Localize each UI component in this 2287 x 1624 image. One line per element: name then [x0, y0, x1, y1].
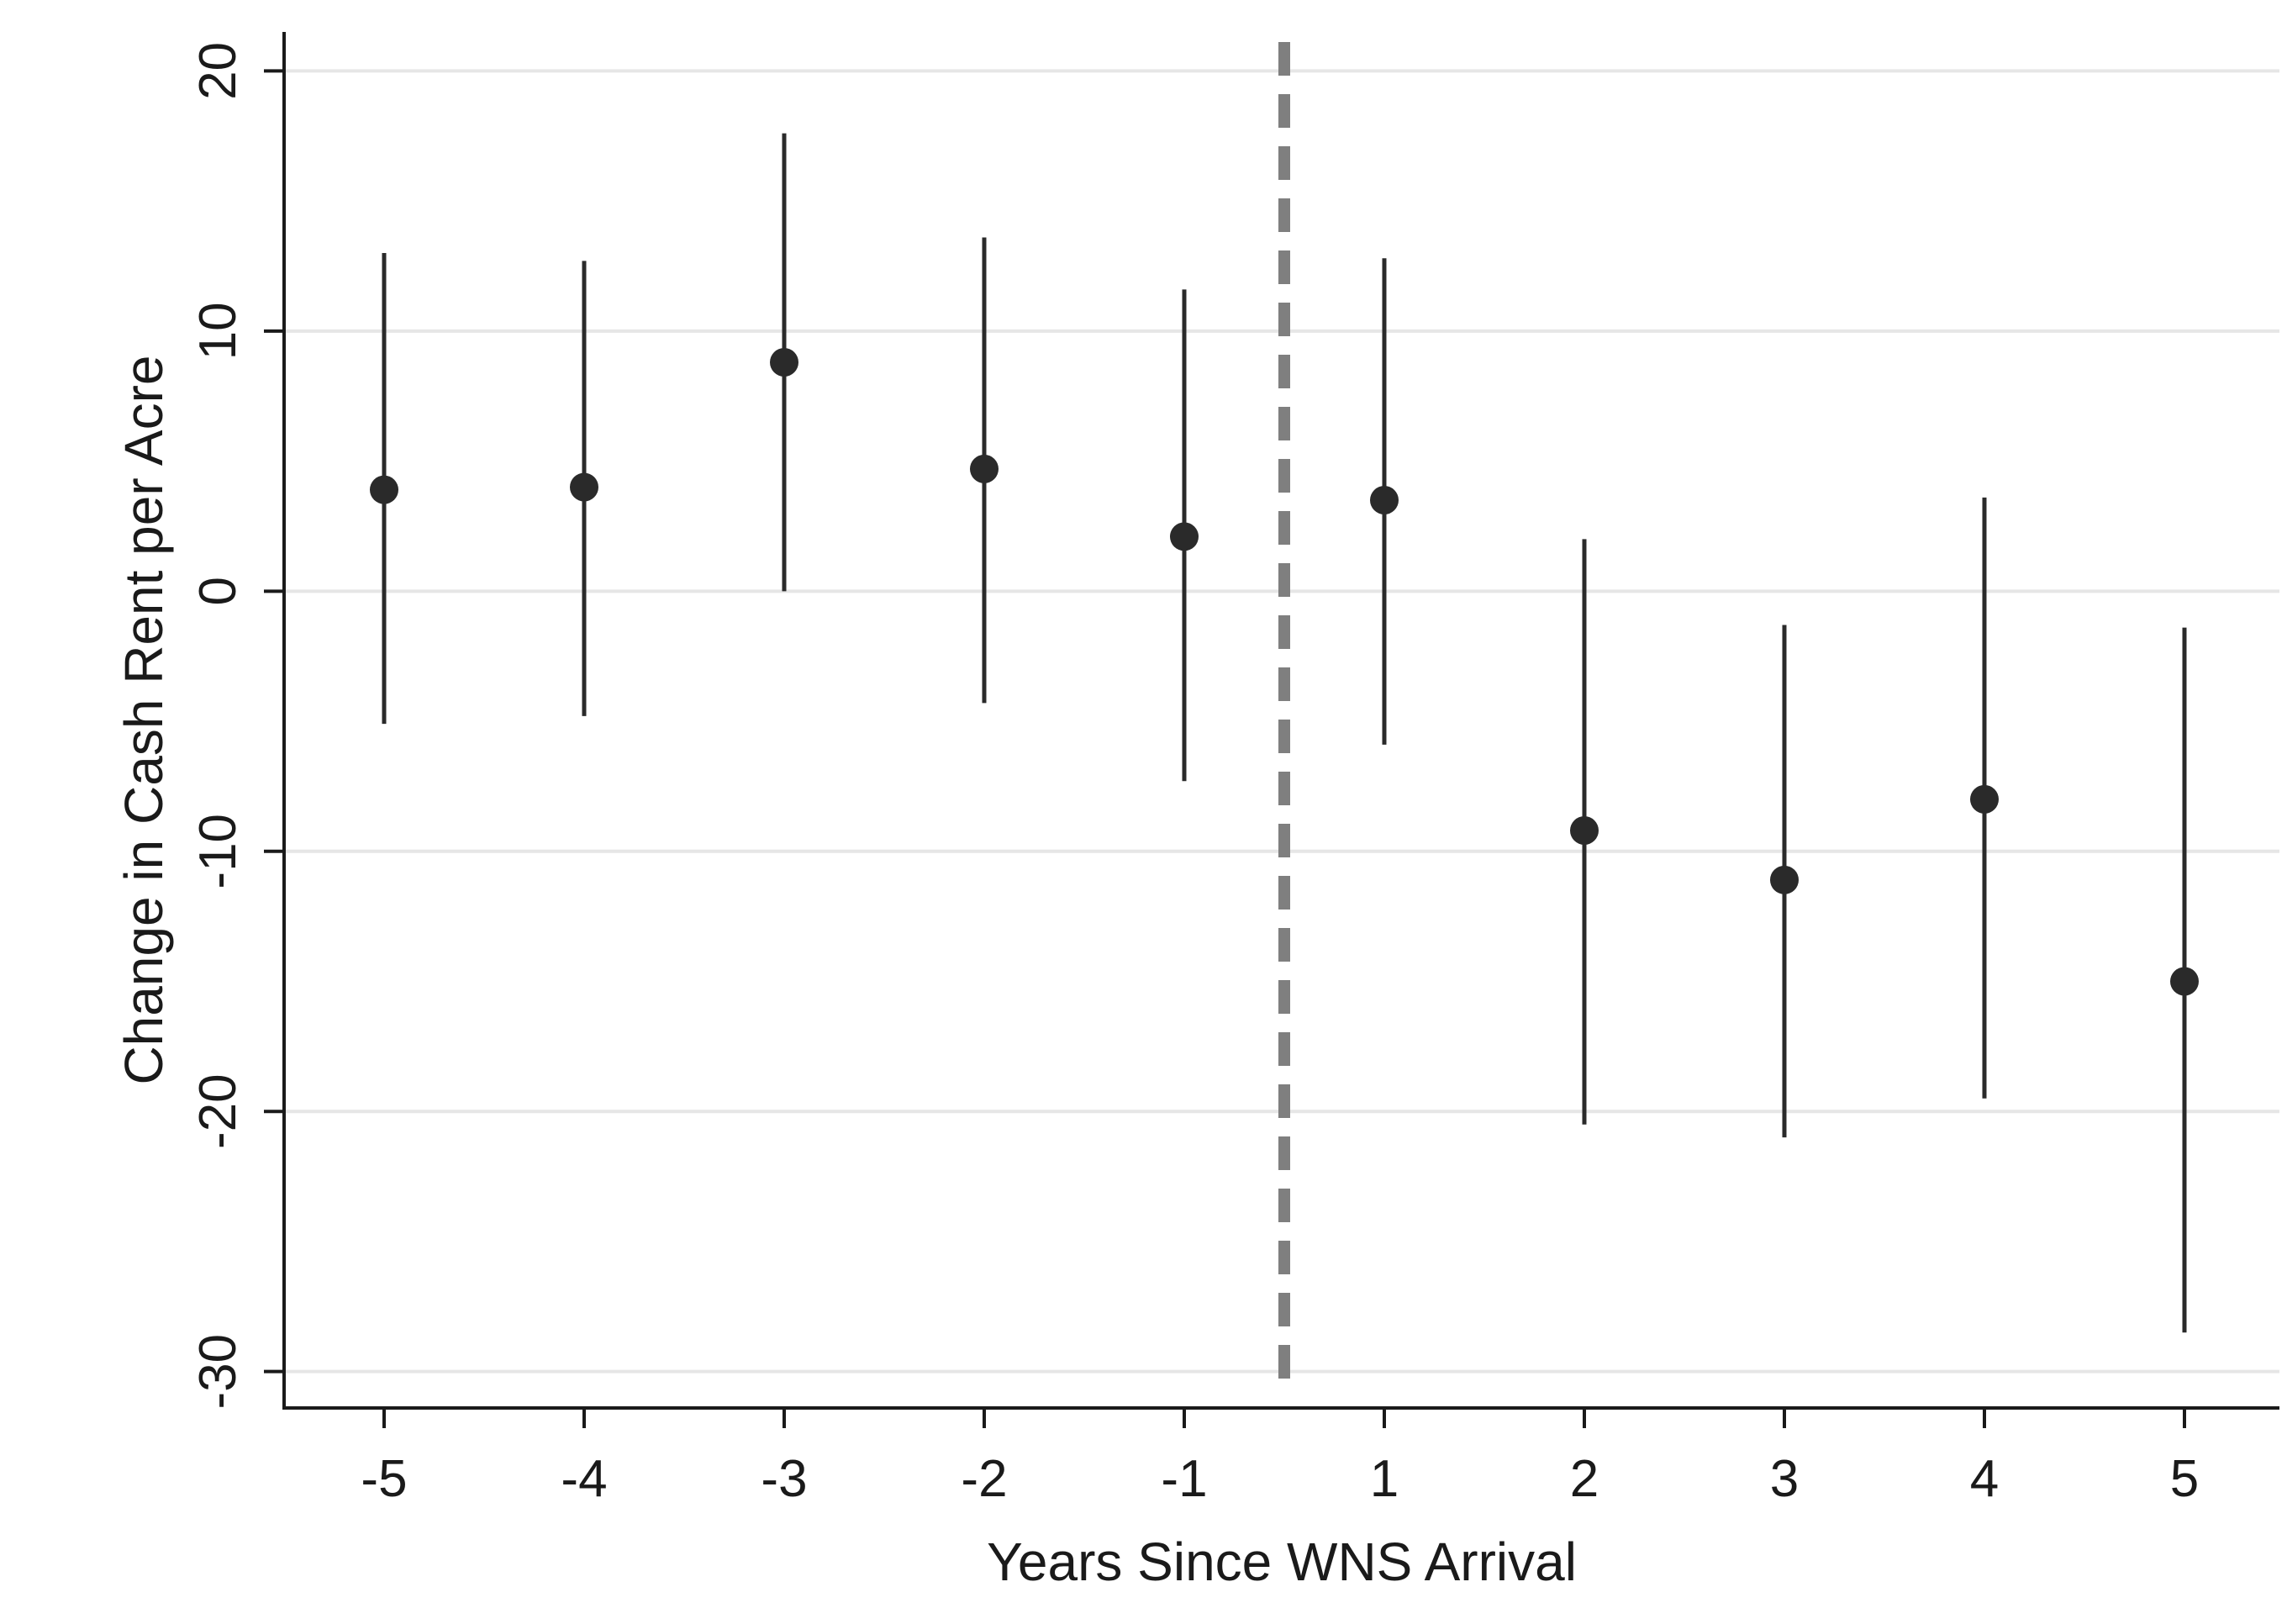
x-tick-label: -5	[361, 1450, 407, 1508]
y-tick-label: 0	[189, 577, 247, 605]
x-tick-label: -4	[561, 1450, 607, 1508]
y-tick-label: 20	[189, 42, 247, 100]
point-estimates	[370, 348, 2199, 996]
point--5	[370, 475, 398, 504]
point-3	[1770, 865, 1799, 894]
x-tick-label: 5	[2170, 1450, 2199, 1508]
point-2	[1570, 816, 1599, 846]
point--3	[770, 348, 798, 377]
y-tick-label: -30	[189, 1334, 247, 1410]
y-tick-label: -10	[189, 814, 247, 889]
x-tick-label: 2	[1570, 1450, 1599, 1508]
x-tick-label: -2	[961, 1450, 1007, 1508]
x-tick-label: 4	[1970, 1450, 1999, 1508]
y-tick-label: -20	[189, 1073, 247, 1149]
point-5	[2170, 967, 2199, 996]
point--2	[970, 454, 999, 483]
y-axis-title: Change in Cash Rent per Acre	[113, 355, 174, 1084]
x-axis-title: Years Since WNS Arrival	[987, 1532, 1577, 1592]
y-tick-label: 10	[189, 302, 247, 360]
tick-labels: 20 10 0 -10 -20 -30 -5 -4 -3 -2 -1 1 2 3 4 5	[189, 42, 2199, 1508]
x-tick-label: 1	[1370, 1450, 1399, 1508]
point--1	[1170, 522, 1199, 551]
x-tick-label: 3	[1770, 1450, 1799, 1508]
point--4	[570, 472, 598, 502]
point-4	[1970, 784, 1999, 814]
axes	[264, 32, 2279, 1428]
x-tick-label: -1	[1161, 1450, 1207, 1508]
point-1	[1370, 486, 1399, 515]
x-tick-label: -3	[761, 1450, 807, 1508]
